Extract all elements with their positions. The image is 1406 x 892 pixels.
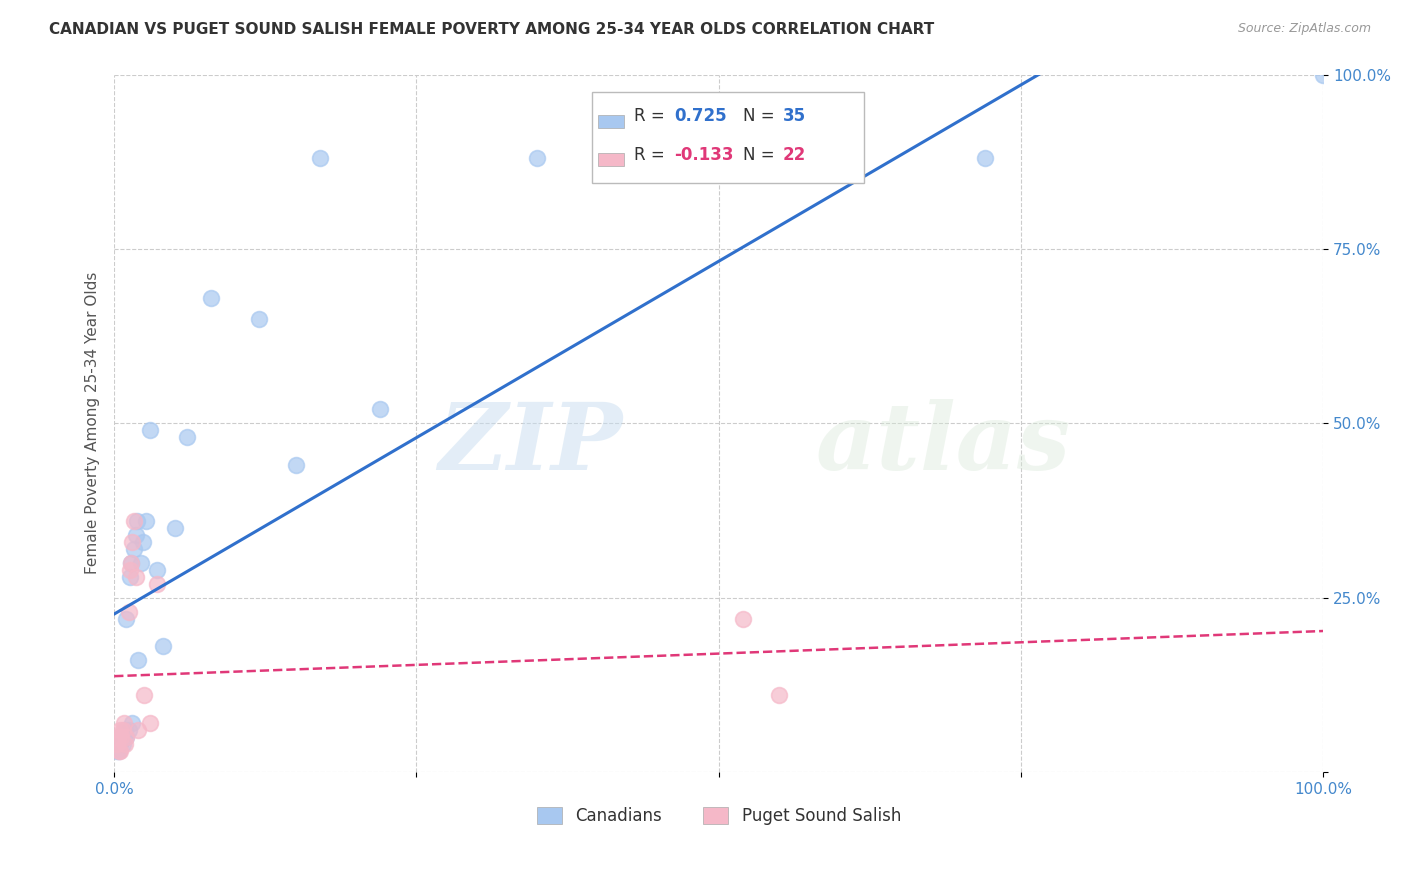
Point bbox=[163, 521, 186, 535]
Point bbox=[110, 730, 132, 744]
Text: ZIP: ZIP bbox=[437, 400, 621, 489]
Text: atlas: atlas bbox=[815, 400, 1071, 489]
Point bbox=[139, 716, 162, 731]
Point bbox=[145, 576, 167, 591]
Text: N =: N = bbox=[742, 107, 780, 125]
Point bbox=[973, 151, 995, 165]
Point bbox=[526, 151, 548, 165]
Y-axis label: Female Poverty Among 25-34 Year Olds: Female Poverty Among 25-34 Year Olds bbox=[86, 272, 100, 574]
Point bbox=[110, 737, 132, 751]
Text: 0.725: 0.725 bbox=[673, 107, 727, 125]
Point bbox=[115, 611, 138, 625]
Text: N =: N = bbox=[742, 145, 780, 163]
Point bbox=[112, 716, 135, 731]
Point bbox=[108, 744, 131, 758]
Point bbox=[768, 689, 790, 703]
Point bbox=[284, 458, 307, 472]
Text: 35: 35 bbox=[783, 107, 806, 125]
Point bbox=[105, 737, 128, 751]
Text: R =: R = bbox=[634, 145, 671, 163]
Point bbox=[120, 556, 142, 570]
Point bbox=[111, 723, 134, 738]
Point bbox=[308, 151, 330, 165]
Point bbox=[115, 730, 138, 744]
Bar bbox=[598, 115, 624, 128]
Legend: Canadians, Puget Sound Salish: Canadians, Puget Sound Salish bbox=[529, 798, 910, 833]
FancyBboxPatch shape bbox=[592, 92, 863, 183]
Point bbox=[176, 430, 198, 444]
Point bbox=[731, 611, 754, 625]
Point bbox=[1312, 68, 1334, 82]
Text: R =: R = bbox=[634, 107, 671, 125]
Point bbox=[110, 730, 132, 744]
Point bbox=[115, 730, 138, 744]
Point bbox=[107, 730, 129, 744]
Point bbox=[114, 737, 136, 751]
Bar bbox=[598, 153, 624, 166]
Point bbox=[110, 730, 132, 744]
Point bbox=[247, 311, 270, 326]
Point bbox=[122, 514, 145, 528]
Point bbox=[122, 541, 145, 556]
Point bbox=[135, 514, 157, 528]
Point bbox=[200, 291, 222, 305]
Point bbox=[129, 556, 152, 570]
Point bbox=[107, 737, 129, 751]
Point bbox=[145, 563, 167, 577]
Point bbox=[120, 556, 142, 570]
Text: 22: 22 bbox=[783, 145, 806, 163]
Text: CANADIAN VS PUGET SOUND SALISH FEMALE POVERTY AMONG 25-34 YEAR OLDS CORRELATION : CANADIAN VS PUGET SOUND SALISH FEMALE PO… bbox=[49, 22, 935, 37]
Point bbox=[127, 514, 149, 528]
Point bbox=[121, 716, 143, 731]
Point bbox=[127, 723, 149, 738]
Point bbox=[110, 723, 132, 738]
Point bbox=[118, 723, 141, 738]
Point bbox=[139, 423, 162, 437]
Point bbox=[152, 640, 174, 654]
Point bbox=[110, 744, 132, 758]
Point bbox=[127, 653, 149, 667]
Point bbox=[368, 402, 391, 417]
Point bbox=[125, 570, 148, 584]
Point bbox=[108, 744, 131, 758]
Point bbox=[125, 528, 148, 542]
Point bbox=[118, 605, 141, 619]
Point bbox=[111, 737, 134, 751]
Point bbox=[121, 534, 143, 549]
Text: -0.133: -0.133 bbox=[673, 145, 734, 163]
Point bbox=[118, 570, 141, 584]
Point bbox=[132, 534, 155, 549]
Point bbox=[118, 563, 141, 577]
Point bbox=[112, 730, 135, 744]
Text: Source: ZipAtlas.com: Source: ZipAtlas.com bbox=[1237, 22, 1371, 36]
Point bbox=[134, 689, 156, 703]
Point bbox=[105, 744, 128, 758]
Point bbox=[114, 723, 136, 738]
